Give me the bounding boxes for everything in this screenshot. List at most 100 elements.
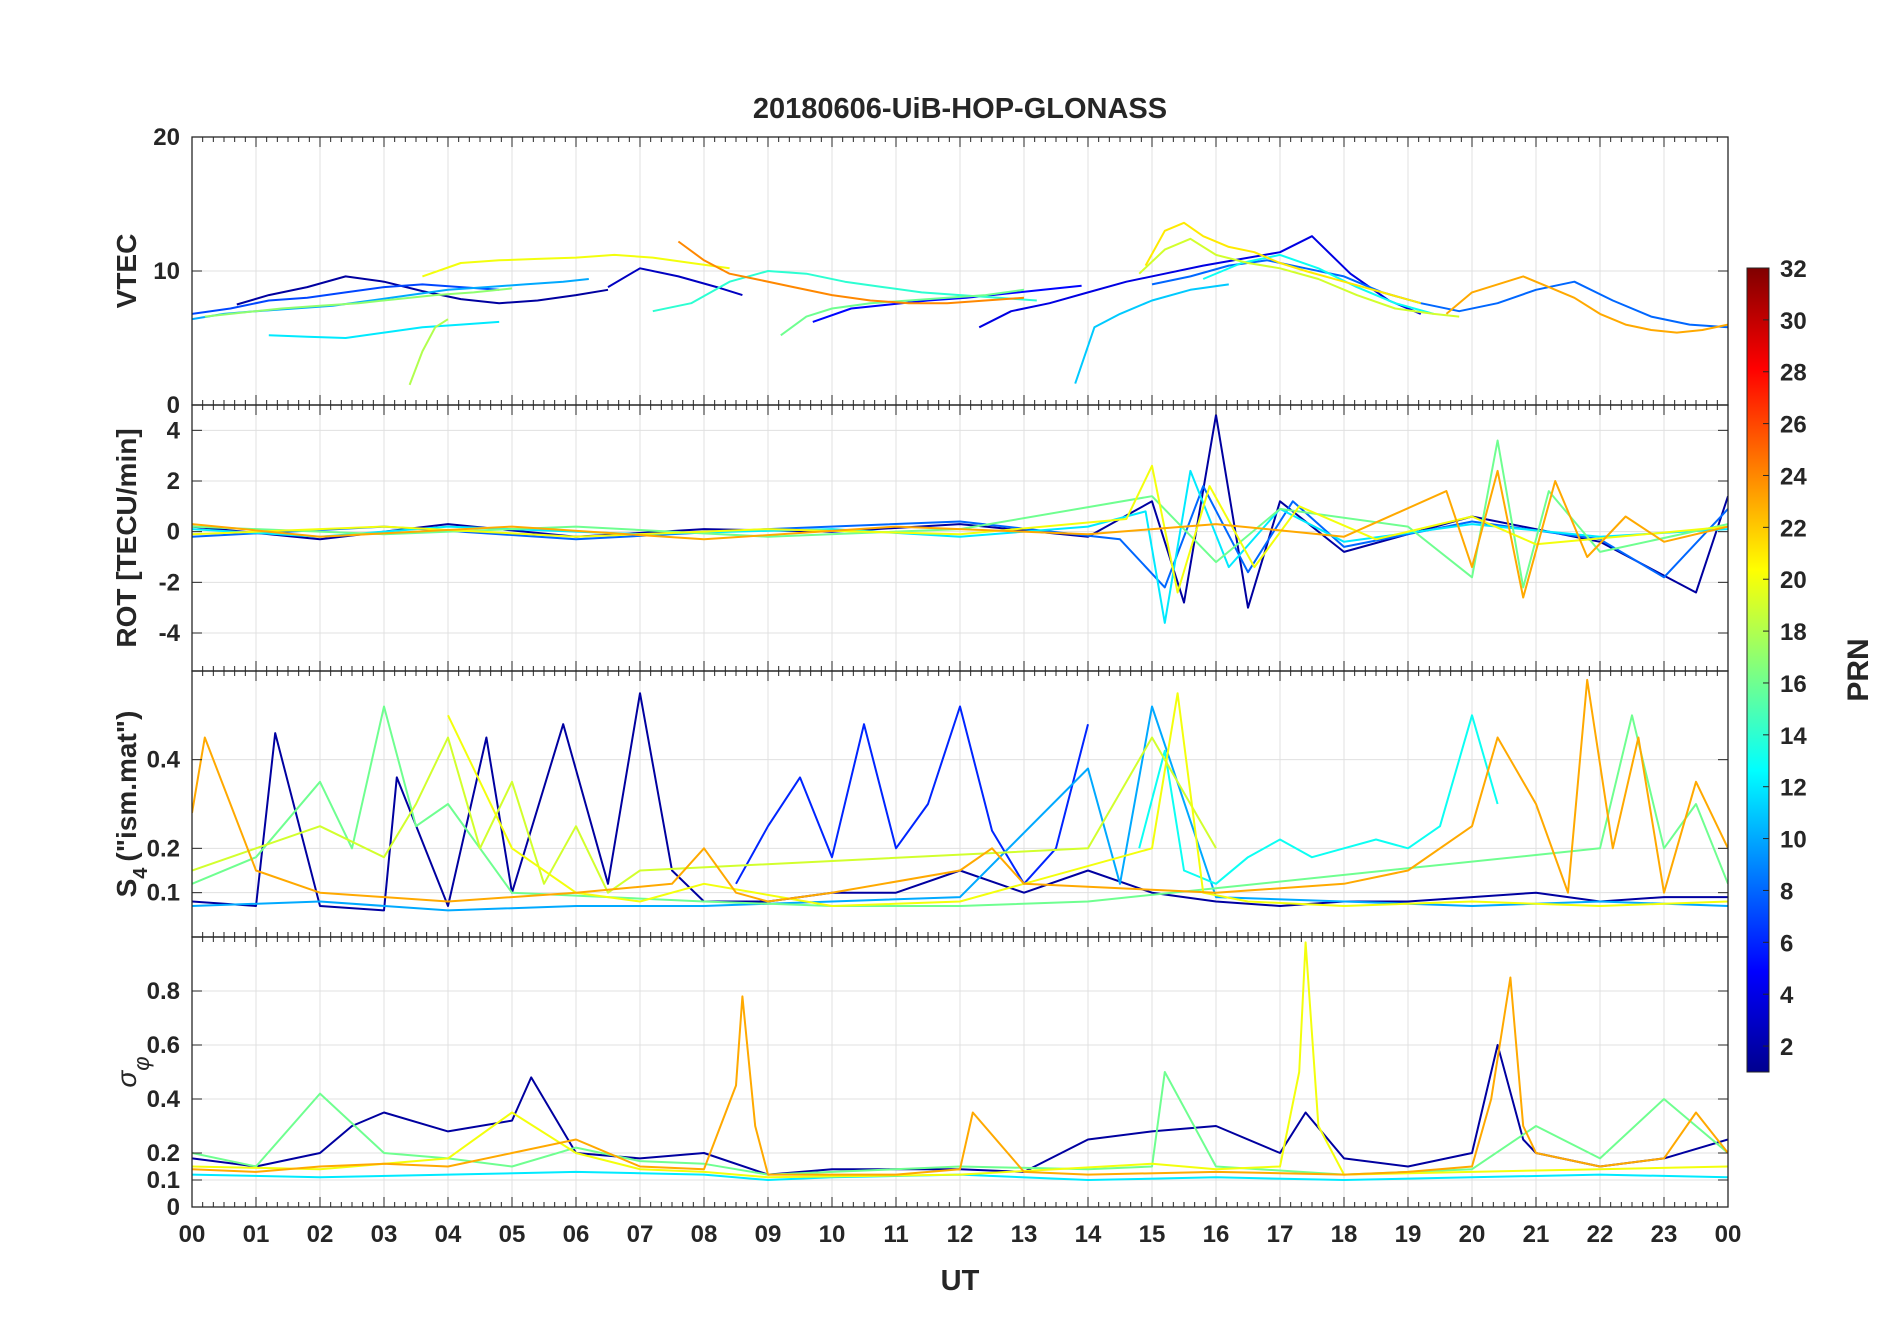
panel-s4-ylabel: S4("ism.mat") — [111, 711, 152, 898]
y-tick-label: 0 — [167, 392, 180, 419]
colorbar-label: PRN — [1842, 638, 1875, 701]
x-tick-label: 05 — [499, 1221, 526, 1248]
y-tick-label: -2 — [159, 569, 180, 596]
y-tick-label: 0 — [167, 519, 180, 546]
series-prn-2 — [192, 1044, 1728, 1176]
series-prn-11 — [1074, 283, 1229, 384]
y-tick-label: 0.4 — [147, 747, 181, 774]
series-prn-12 — [268, 320, 500, 339]
colorbar-tick-label: 2 — [1780, 1034, 1793, 1061]
colorbar-gradient — [1746, 267, 1770, 1073]
panel-rot: -4 -2 0 2 4 ROT [TECU/min] — [111, 404, 1729, 672]
x-tick-label: 03 — [371, 1221, 398, 1248]
series-prn-16 — [192, 1071, 1728, 1176]
x-tick-label: 23 — [1651, 1221, 1678, 1248]
x-tick-label: 16 — [1203, 1221, 1230, 1248]
panel-vtec-grid — [192, 136, 1728, 406]
colorbar-tick-label: 8 — [1780, 878, 1793, 905]
colorbar-tick-label: 14 — [1780, 723, 1807, 750]
panel-s4-series — [192, 678, 1728, 912]
series-prn-23 — [192, 469, 1728, 599]
series-prn-24 — [677, 240, 1025, 305]
panel-rot-xticks — [191, 405, 1729, 671]
x-tick-label: 04 — [435, 1221, 462, 1248]
x-tick-label: 00 — [179, 1221, 206, 1248]
x-tick-label: 19 — [1395, 1221, 1422, 1248]
panel-sigma_phi-series — [192, 941, 1728, 1181]
series-prn-7 — [192, 283, 500, 315]
series-prn-8 — [1151, 259, 1728, 329]
x-tick-label: 15 — [1139, 1221, 1166, 1248]
series-prn-14 — [652, 270, 1037, 313]
colorbar-tick-label: 4 — [1780, 982, 1794, 1009]
series-prn-6 — [735, 705, 1089, 885]
chart-title: 20180606-UiB-HOP-GLONASS — [753, 93, 1167, 125]
y-tick-label: 0 — [167, 1194, 180, 1221]
y-tick-label: 0.1 — [147, 1167, 180, 1194]
series-prn-19 — [192, 736, 1217, 894]
x-tick-label: 09 — [755, 1221, 782, 1248]
x-tick-label: 17 — [1267, 1221, 1294, 1248]
panel-vtec-series — [192, 221, 1728, 386]
x-tick-label: 18 — [1331, 1221, 1358, 1248]
colorbar-tick-label: 24 — [1780, 463, 1807, 490]
series-prn-2 — [236, 275, 609, 306]
x-tick-label: 22 — [1587, 1221, 1614, 1248]
x-tick-label: 21 — [1523, 1221, 1550, 1248]
y-tick-label: 4 — [167, 417, 181, 444]
colorbar-tick-label: 30 — [1780, 308, 1807, 335]
y-tick-label: 0.2 — [147, 835, 180, 862]
colorbar-tick-label: 22 — [1780, 515, 1807, 542]
panel-vtec-ylabel: VTEC — [111, 234, 142, 309]
series-prn-13 — [1138, 714, 1499, 885]
panel-sigma_phi-xticks — [191, 937, 1729, 1207]
y-tick-label: 0.1 — [147, 880, 180, 907]
series-prn-20 — [422, 253, 730, 278]
series-prn-5 — [812, 284, 1082, 323]
series-prn-21 — [1144, 221, 1422, 305]
y-tick-label: 0.2 — [147, 1140, 180, 1167]
colorbar-tick-label: 10 — [1780, 827, 1807, 854]
panel-s4: 0.1 0.2 0.4S4("ism.mat") — [111, 670, 1729, 938]
x-tick-label: 01 — [243, 1221, 270, 1248]
y-tick-label: 0.6 — [147, 1032, 180, 1059]
x-tick-label: 07 — [627, 1221, 654, 1248]
x-axis-tick-labels: 00 01 02 03 04 05 06 07 08 09 10 11 12 13 14 15 16 17 18 19… — [179, 1221, 1742, 1248]
panel-sigma_phi: 00.10.2 0.4 0.6 0.8 σφ — [111, 936, 1729, 1221]
x-tick-label: 12 — [947, 1221, 974, 1248]
series-prn-12 — [192, 469, 1728, 624]
x-tick-label: 11 — [883, 1221, 908, 1248]
panel-vtec: 0 10 20 VTEC — [111, 124, 1729, 419]
colorbar-tick-label: 16 — [1780, 671, 1807, 698]
colorbar-tick-label: 28 — [1780, 360, 1807, 387]
panel-s4-xticks — [191, 671, 1729, 937]
x-axis-label: UT — [941, 1265, 980, 1297]
x-tick-label: 14 — [1075, 1221, 1102, 1248]
x-tick-label: 20 — [1459, 1221, 1486, 1248]
y-tick-label: 10 — [153, 258, 180, 285]
colorbar-tick-label: 12 — [1780, 775, 1807, 802]
x-tick-label: 06 — [563, 1221, 590, 1248]
series-prn-3 — [607, 267, 743, 297]
panel-rot-ylabel: ROT [TECU/min] — [111, 428, 142, 647]
y-tick-label: 0.4 — [147, 1086, 181, 1113]
y-tick-label: -4 — [159, 620, 181, 647]
colorbar-tick-label: 18 — [1780, 619, 1807, 646]
x-tick-label: 13 — [1011, 1221, 1038, 1248]
series-prn-23 — [192, 678, 1728, 903]
colorbar-tick-label: 26 — [1780, 412, 1807, 439]
series-prn-13 — [1202, 253, 1434, 315]
series-prn-16 — [192, 439, 1728, 589]
y-tick-label: 20 — [153, 124, 180, 151]
series-prn-23 — [192, 976, 1728, 1176]
series-prn-4 — [978, 235, 1422, 329]
series-prn-19 — [1138, 237, 1460, 318]
series-prn-18 — [408, 318, 449, 386]
panel-rot-series — [192, 414, 1728, 624]
series-prn-10 — [192, 705, 1728, 912]
panel-rot-grid — [192, 405, 1728, 671]
